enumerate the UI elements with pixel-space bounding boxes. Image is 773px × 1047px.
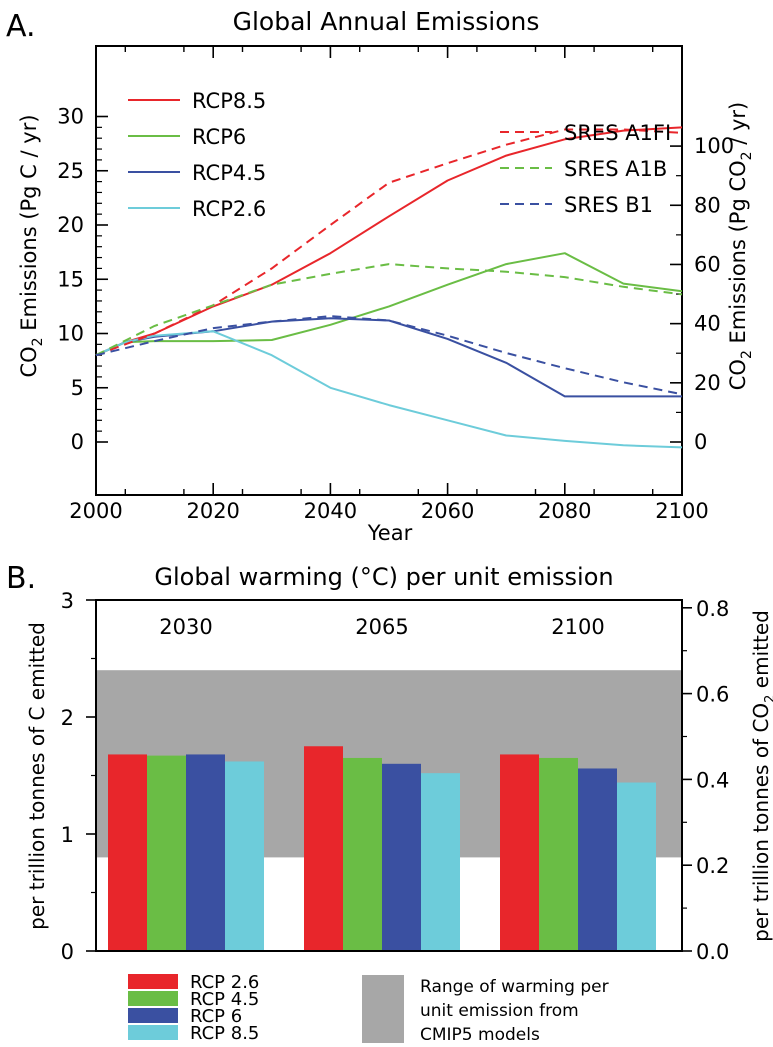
panel-a-title: Global Annual Emissions — [233, 7, 540, 36]
panel-a-legend: RCP8.5 RCP6 RCP4.5 RCP2.6 SRES A1FI SRES A1B S… — [128, 89, 671, 221]
panel-a-xlabel: Year — [367, 521, 413, 545]
x-tick-label: 2100 — [655, 499, 708, 523]
panel-a-ylabel-right: CO2 Emissions (Pg CO2 / yr) — [726, 102, 755, 391]
series-line-sres-a1b — [95, 263, 683, 357]
series-line-sres-b1 — [95, 315, 683, 396]
y-right-tick-label: 80 — [694, 193, 721, 217]
y-tick-label: 15 — [57, 267, 84, 291]
x-tick-label: 2080 — [538, 499, 591, 523]
category-label: 2100 — [551, 615, 604, 639]
x-tick-label: 2020 — [186, 499, 239, 523]
y-right-tick-label: 0.8 — [696, 597, 729, 621]
legend-label: RCP4.5 — [192, 161, 266, 185]
y-tick-label: 0 — [61, 940, 74, 964]
y-tick-label: 3 — [61, 589, 74, 613]
legend-range-label: Range of warming per — [420, 977, 609, 997]
bar-rcp-2-6-2030 — [108, 754, 147, 951]
y-tick-label: 25 — [57, 159, 84, 183]
panel-b-warming-chart: B. Global warming (°C) per unit emission… — [6, 561, 773, 1045]
panel-b-bars: 2030 2065 2100 — [108, 615, 656, 951]
bar-rcp-2-6-2065 — [304, 746, 343, 951]
panel-b-letter: B. — [6, 561, 36, 596]
bar-rcp-4-5-2100 — [539, 757, 578, 951]
legend-swatch-rcp-6 — [128, 1008, 178, 1023]
legend-swatch-rcp-2-6 — [128, 974, 178, 989]
panel-a-letter: A. — [6, 9, 36, 44]
bar-rcp-8-5-2030 — [225, 761, 264, 951]
y-tick-label: 0 — [71, 430, 84, 454]
series-line-rcp2-6 — [95, 330, 683, 449]
y-tick-label: 2 — [61, 706, 74, 730]
bar-rcp-4-5-2065 — [343, 757, 382, 951]
y-right-tick-label: 0.6 — [696, 683, 729, 707]
panel-a-frame — [95, 45, 683, 496]
legend-label: RCP 6 — [190, 1006, 242, 1027]
y-right-tick-label: 0.2 — [696, 854, 729, 878]
y-right-tick-label: 60 — [694, 252, 721, 276]
bar-rcp-4-5-2030 — [147, 755, 186, 951]
x-tick-label: 2040 — [304, 499, 357, 523]
bar-rcp-2-6-2100 — [500, 754, 539, 951]
panel-a-emissions-chart: A. Global Annual Emissions Year CO2 Emis… — [6, 7, 755, 545]
y-right-tick-label: 0.0 — [696, 940, 729, 964]
bar-rcp-6-2030 — [186, 754, 225, 951]
bar-rcp-8-5-2065 — [421, 773, 460, 951]
y-tick-label: 10 — [57, 322, 84, 346]
x-tick-label: 2060 — [421, 499, 474, 523]
y-tick-label: 5 — [71, 376, 84, 400]
legend-label: RCP 8.5 — [190, 1023, 259, 1044]
panel-a-series-lines — [95, 126, 683, 449]
category-label: 2065 — [355, 615, 408, 639]
y-right-tick-label: 0.4 — [696, 768, 729, 792]
category-label: 2030 — [159, 615, 212, 639]
legend-range-label: CMIP5 models — [420, 1025, 540, 1045]
legend-swatch-rcp-8-5 — [128, 1025, 178, 1040]
series-line-sres-a1fi — [95, 128, 683, 357]
y-tick-label: 1 — [61, 823, 74, 847]
series-line-rcp4-5 — [95, 317, 682, 398]
legend-label: RCP 2.6 — [190, 972, 259, 993]
legend-label: RCP 4.5 — [190, 989, 259, 1010]
y-right-tick-label: 0 — [694, 430, 707, 454]
legend-range-label: unit emission from — [420, 1001, 579, 1021]
panel-b-axes: 0 1 2 3 0.0 0.2 0.4 0.6 0.8 — [61, 589, 730, 964]
legend-label: RCP6 — [192, 125, 246, 149]
panel-b-title: Global warming (°C) per unit emission — [154, 563, 613, 591]
legend-label: SRES B1 — [564, 193, 653, 217]
panel-b-ylabel-right: per trillion tonnes of CO2 emitted — [749, 610, 773, 942]
legend-label: RCP2.6 — [192, 197, 266, 221]
y-tick-label: 20 — [57, 213, 84, 237]
legend-label: SRES A1FI — [564, 121, 671, 145]
x-tick-label: 2000 — [69, 499, 122, 523]
y-right-tick-label: 100 — [694, 134, 734, 158]
panel-b-ylabel-left: per trillion tonnes of C emitted — [25, 622, 49, 930]
legend-range-swatch — [362, 975, 404, 1043]
panel-a-axes: 2000 2020 2040 2060 2080 21000510152025300204… — [57, 45, 734, 523]
panel-a-ylabel-left: CO2 Emissions (Pg C / yr) — [17, 114, 46, 377]
y-right-tick-label: 20 — [694, 371, 721, 395]
bar-rcp-6-2100 — [578, 768, 617, 951]
y-right-tick-label: 40 — [694, 312, 721, 336]
bar-rcp-6-2065 — [382, 763, 421, 951]
legend-label: SRES A1B — [564, 157, 667, 181]
series-line-rcp6 — [95, 252, 683, 357]
legend-label: RCP8.5 — [192, 89, 266, 113]
y-tick-label: 30 — [57, 105, 84, 129]
legend-swatch-rcp-4-5 — [128, 991, 178, 1006]
series-line-rcp8-5 — [95, 126, 683, 357]
bar-rcp-8-5-2100 — [617, 782, 656, 951]
